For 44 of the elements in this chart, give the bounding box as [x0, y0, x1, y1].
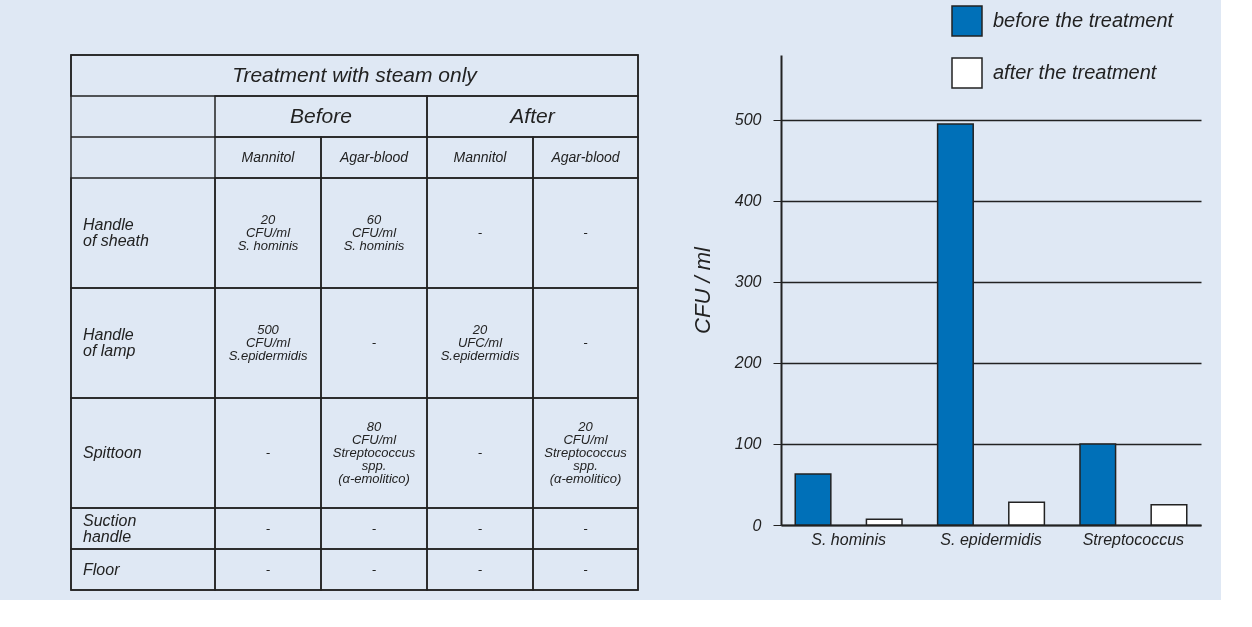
- text: 80 CFU/ml Streptococcus spp. (α-emolitico): [332, 419, 416, 486]
- text: 20 UFC/ml S.epidermidis: [440, 322, 520, 363]
- legend-label: before the treatment: [993, 9, 1175, 31]
- y-tick-label: 500: [734, 111, 762, 129]
- y-tick-label: 100: [734, 435, 762, 453]
- y-axis-title: CFU / ml: [689, 246, 715, 334]
- x-tick-label: Streptococcus: [1082, 530, 1185, 548]
- text: Handle of lamp: [83, 326, 136, 359]
- y-tick-label: 400: [734, 192, 762, 210]
- text: -: [583, 561, 589, 577]
- text: Handle of sheath: [83, 216, 149, 249]
- text: Treatment with steam only: [232, 62, 479, 86]
- text: -: [477, 561, 483, 577]
- text: Agar-blood: [550, 148, 621, 165]
- text: -: [371, 520, 377, 536]
- text: 20 CFU/ml Streptococcus spp. (α-emolitico): [544, 419, 628, 486]
- x-tick-label: S. epidermidis: [940, 530, 1042, 548]
- text: -: [265, 561, 271, 577]
- text: After: [508, 103, 556, 127]
- x-tick-label: S. hominis: [811, 530, 886, 548]
- y-tick-label: 300: [734, 273, 762, 291]
- text: -: [265, 445, 271, 460]
- text: Mannitol: [453, 148, 508, 165]
- text: -: [583, 335, 589, 350]
- text: Agar-blood: [338, 148, 410, 165]
- text: -: [583, 520, 589, 536]
- text: -: [477, 520, 483, 536]
- text: 60 CFU/ml S. hominis: [343, 212, 405, 253]
- text: Before: [290, 103, 352, 127]
- y-tick-label: 200: [733, 354, 762, 372]
- text: 20 CFU/ml S. hominis: [237, 212, 299, 253]
- text: -: [477, 225, 483, 240]
- text: 500 CFU/ml S.epidermidis: [228, 322, 308, 363]
- text: -: [371, 335, 377, 350]
- legend-label: after the treatment: [993, 61, 1158, 83]
- text: Floor: [83, 560, 121, 578]
- text: Spittoon: [83, 444, 142, 461]
- y-tick-label: 0: [752, 516, 762, 534]
- text: -: [371, 561, 377, 577]
- text: -: [583, 225, 589, 240]
- text: -: [265, 520, 271, 536]
- text: -: [477, 445, 483, 460]
- text: Mannitol: [241, 148, 296, 165]
- text: Suction handle: [83, 511, 137, 545]
